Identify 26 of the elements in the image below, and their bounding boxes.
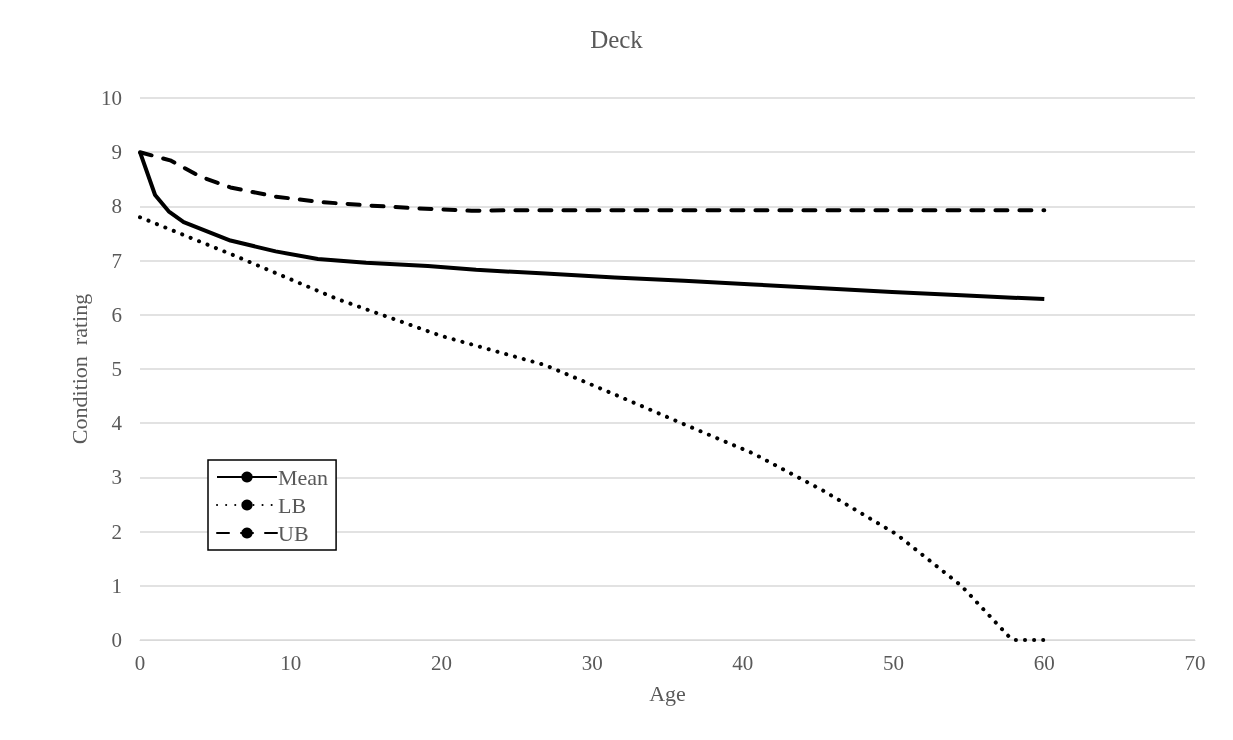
legend-label: LB [278, 492, 307, 518]
line-series [138, 215, 1047, 642]
y-tick-label: 7 [111, 248, 122, 273]
y-tick-label: 1 [111, 573, 122, 598]
x-tick-label: 30 [581, 650, 603, 675]
y-tick-label: 10 [101, 86, 122, 110]
x-tick-label: 60 [1033, 650, 1055, 675]
x-tick-label: 20 [430, 650, 452, 675]
y-tick-label: 4 [111, 411, 123, 436]
y-tick-label: 3 [111, 465, 122, 490]
y-tick-label: 5 [111, 357, 122, 381]
y-tick-label: 2 [111, 519, 122, 544]
y-axis-title: Condition rating [66, 293, 92, 445]
y-tick-label: 9 [111, 140, 122, 165]
legend-label: Mean [278, 464, 329, 490]
x-tick-label: 70 [1184, 650, 1206, 675]
y-tick-label: 8 [111, 194, 122, 219]
x-tick-label: 50 [883, 650, 905, 675]
x-tick-label: 40 [732, 650, 754, 675]
chart-title: Deck [590, 26, 644, 53]
x-tick-label: 0 [134, 650, 146, 675]
y-tick-label: 6 [111, 302, 122, 327]
x-tick-label: 10 [280, 650, 302, 675]
y-tick-label: 0 [111, 628, 122, 652]
legend-label: UB [278, 520, 309, 546]
x-axis-title: Age [649, 680, 686, 706]
